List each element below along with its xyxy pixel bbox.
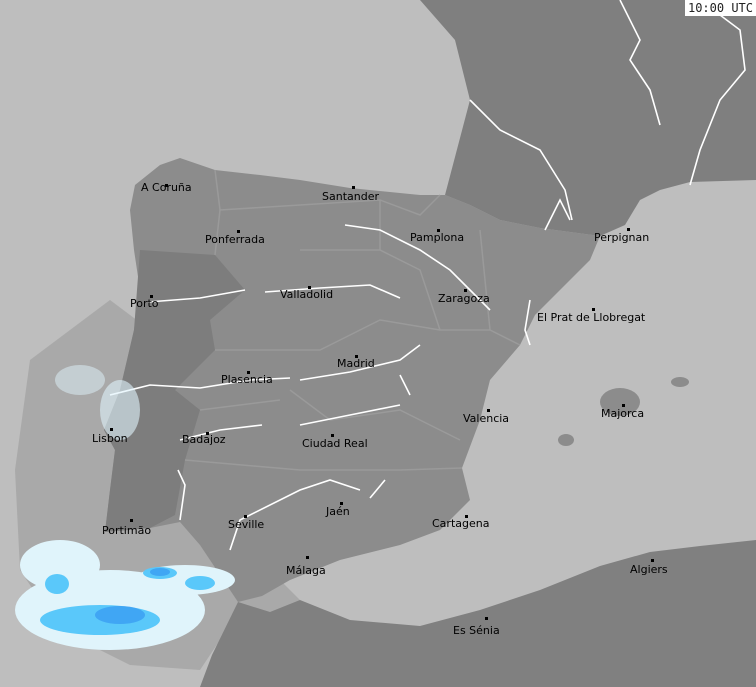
- city-marker: [110, 428, 113, 431]
- city-label: Ponferrada: [205, 233, 265, 246]
- africa-land: [200, 540, 756, 687]
- city-label: Seville: [228, 518, 265, 531]
- menorca-island: [671, 377, 689, 387]
- city-marker: [331, 434, 334, 437]
- city-marker: [150, 295, 153, 298]
- portugal-land: [104, 250, 245, 532]
- city-marker: [487, 409, 490, 412]
- ibiza-island: [558, 434, 574, 446]
- city-label: A Coruña: [141, 181, 192, 194]
- city-label: Badajoz: [182, 433, 226, 446]
- rivers: [109, 0, 746, 551]
- city-marker: [592, 308, 595, 311]
- region-borders: [184, 169, 521, 471]
- city-label: Pamplona: [410, 231, 465, 244]
- city-marker: [340, 502, 343, 505]
- city-label: Algiers: [630, 563, 668, 576]
- city-label: Jaén: [326, 505, 350, 518]
- city-label: El Prat de Llobregat: [537, 311, 646, 324]
- city-marker: [464, 289, 467, 292]
- city-marker: [485, 617, 488, 620]
- timestamp-label: 10:00 UTC: [684, 0, 756, 16]
- city-marker: [437, 229, 440, 232]
- city-marker: [465, 515, 468, 518]
- iberia-land: [104, 158, 600, 602]
- city-marker: [206, 432, 209, 435]
- city-marker: [244, 515, 247, 518]
- city-label: Majorca: [601, 407, 645, 420]
- city-label: Zaragoza: [438, 292, 490, 305]
- city-label: Valladolid: [280, 288, 334, 301]
- city-marker: [130, 519, 133, 522]
- city-marker: [622, 404, 625, 407]
- city-label: Santander: [322, 190, 379, 203]
- city-marker: [308, 286, 311, 289]
- city-label: Porto: [130, 297, 159, 310]
- city-label: Perpignan: [594, 231, 650, 244]
- city-label: Valencia: [463, 412, 510, 425]
- city-marker: [355, 355, 358, 358]
- city-label: Portimão: [102, 524, 152, 537]
- city-marker: [352, 186, 355, 189]
- city-label: Cartagena: [432, 517, 490, 530]
- city-label: Madrid: [337, 357, 375, 370]
- city-marker: [247, 371, 250, 374]
- city-marker: [165, 184, 168, 187]
- city-marker: [651, 559, 654, 562]
- city-marker: [627, 228, 630, 231]
- city-marker: [306, 556, 309, 559]
- city-label: Málaga: [286, 564, 326, 577]
- city-label: Lisbon: [92, 432, 128, 445]
- city-label: Plasencia: [221, 373, 273, 386]
- france-land: [420, 0, 756, 236]
- city-label: Ciudad Real: [302, 437, 368, 450]
- majorca-island: [600, 388, 640, 416]
- radar-echoes: [15, 365, 235, 650]
- city-label: Es Sénia: [453, 624, 500, 637]
- city-marker: [237, 230, 240, 233]
